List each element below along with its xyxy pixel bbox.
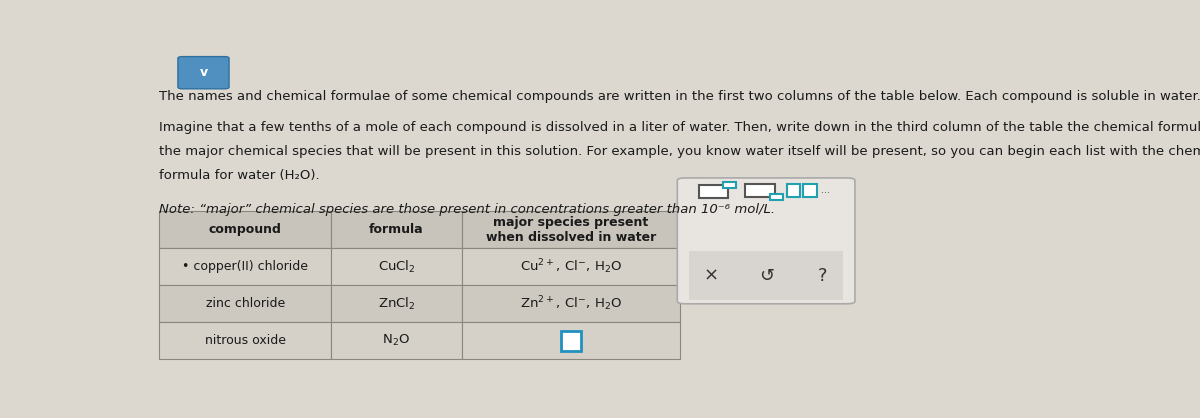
Text: formula for water (H₂O).: formula for water (H₂O). bbox=[160, 169, 320, 182]
Text: • copper(II) chloride: • copper(II) chloride bbox=[182, 260, 308, 273]
FancyBboxPatch shape bbox=[462, 248, 680, 285]
Text: $\mathregular{Cu^{2+},\,Cl^{-},\,H_2O}$: $\mathregular{Cu^{2+},\,Cl^{-},\,H_2O}$ bbox=[520, 257, 622, 276]
FancyBboxPatch shape bbox=[745, 184, 775, 196]
Text: ×: × bbox=[703, 267, 719, 285]
FancyBboxPatch shape bbox=[769, 194, 782, 199]
Text: $\mathregular{CuCl_2}$: $\mathregular{CuCl_2}$ bbox=[378, 259, 415, 275]
Text: Note: “major” chemical species are those present in concentrations greater than : Note: “major” chemical species are those… bbox=[160, 203, 775, 216]
Text: $\mathregular{Zn^{2+},\,Cl^{-},\,H_2O}$: $\mathregular{Zn^{2+},\,Cl^{-},\,H_2O}$ bbox=[520, 294, 622, 313]
FancyBboxPatch shape bbox=[689, 250, 842, 300]
Text: zinc chloride: zinc chloride bbox=[205, 297, 284, 310]
FancyBboxPatch shape bbox=[698, 185, 728, 198]
FancyBboxPatch shape bbox=[178, 56, 229, 89]
Text: formula: formula bbox=[370, 223, 424, 236]
FancyBboxPatch shape bbox=[331, 322, 462, 359]
FancyBboxPatch shape bbox=[331, 285, 462, 322]
FancyBboxPatch shape bbox=[804, 184, 817, 197]
Text: $\mathregular{ZnCl_2}$: $\mathregular{ZnCl_2}$ bbox=[378, 296, 415, 312]
FancyBboxPatch shape bbox=[331, 248, 462, 285]
FancyBboxPatch shape bbox=[724, 182, 737, 188]
FancyBboxPatch shape bbox=[462, 322, 680, 359]
FancyBboxPatch shape bbox=[160, 248, 331, 285]
Text: the major chemical species that will be present in this solution. For example, y: the major chemical species that will be … bbox=[160, 145, 1200, 158]
FancyBboxPatch shape bbox=[331, 211, 462, 248]
FancyBboxPatch shape bbox=[677, 178, 854, 304]
Text: compound: compound bbox=[209, 223, 282, 236]
FancyBboxPatch shape bbox=[462, 211, 680, 248]
FancyBboxPatch shape bbox=[160, 211, 331, 248]
Text: ↺: ↺ bbox=[760, 267, 774, 285]
Text: The names and chemical formulae of some chemical compounds are written in the fi: The names and chemical formulae of some … bbox=[160, 90, 1200, 103]
FancyBboxPatch shape bbox=[560, 331, 581, 351]
Text: nitrous oxide: nitrous oxide bbox=[205, 334, 286, 347]
FancyBboxPatch shape bbox=[787, 184, 800, 197]
Text: $\mathregular{N_2O}$: $\mathregular{N_2O}$ bbox=[383, 333, 410, 348]
FancyBboxPatch shape bbox=[160, 285, 331, 322]
Text: ...: ... bbox=[821, 186, 830, 196]
Text: v: v bbox=[200, 66, 208, 79]
Text: Imagine that a few tenths of a mole of each compound is dissolved in a liter of : Imagine that a few tenths of a mole of e… bbox=[160, 121, 1200, 134]
FancyBboxPatch shape bbox=[160, 322, 331, 359]
Text: ?: ? bbox=[817, 267, 827, 285]
Text: major species present
when dissolved in water: major species present when dissolved in … bbox=[486, 216, 656, 244]
FancyBboxPatch shape bbox=[462, 285, 680, 322]
